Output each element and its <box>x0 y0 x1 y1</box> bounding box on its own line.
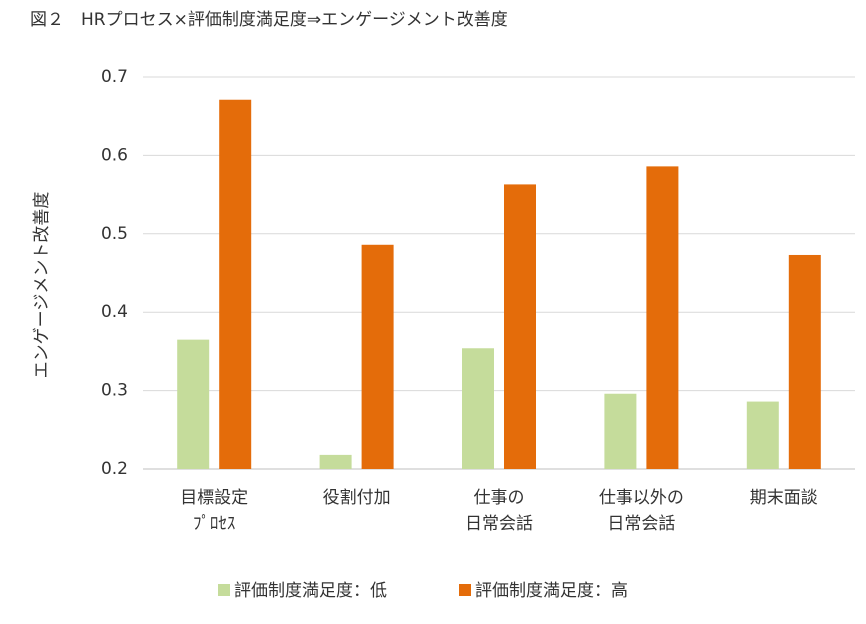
bar <box>604 393 637 469</box>
y-tick-label: 0.4 <box>101 302 128 322</box>
y-tick-label: 0.3 <box>101 381 128 401</box>
y-tick-label: 0.6 <box>101 145 128 165</box>
bar <box>646 166 679 469</box>
x-tick-label: 仕事以外の 日常会話 <box>598 488 684 534</box>
bar <box>177 339 210 469</box>
bar <box>462 348 494 469</box>
legend-swatch <box>218 584 230 596</box>
bar <box>746 401 779 469</box>
legend-label: 評価制度満足度：低 <box>234 581 387 601</box>
x-tick-label: 期末面談 <box>749 488 818 508</box>
legend-label: 評価制度満足度：高 <box>475 581 628 601</box>
legend-swatch <box>459 584 471 596</box>
y-axis-label: エンゲージメント改善度 <box>32 192 52 379</box>
bar <box>361 244 394 469</box>
y-tick-label: 0.2 <box>101 459 128 479</box>
bar <box>504 184 536 469</box>
x-tick-label: 役割付加 <box>322 488 391 508</box>
chart-title: 図２ HRプロセス×評価制度満足度⇒エンゲージメント改善度 <box>30 10 508 30</box>
y-tick-label: 0.5 <box>101 224 128 244</box>
y-tick-label: 0.7 <box>101 67 128 87</box>
bar <box>788 254 821 469</box>
bar <box>319 454 352 469</box>
bar <box>219 99 252 470</box>
x-tick-label: 目標設定 ﾌﾟﾛｾｽ <box>180 488 249 534</box>
x-tick-label: 仕事の 日常会話 <box>465 488 533 534</box>
